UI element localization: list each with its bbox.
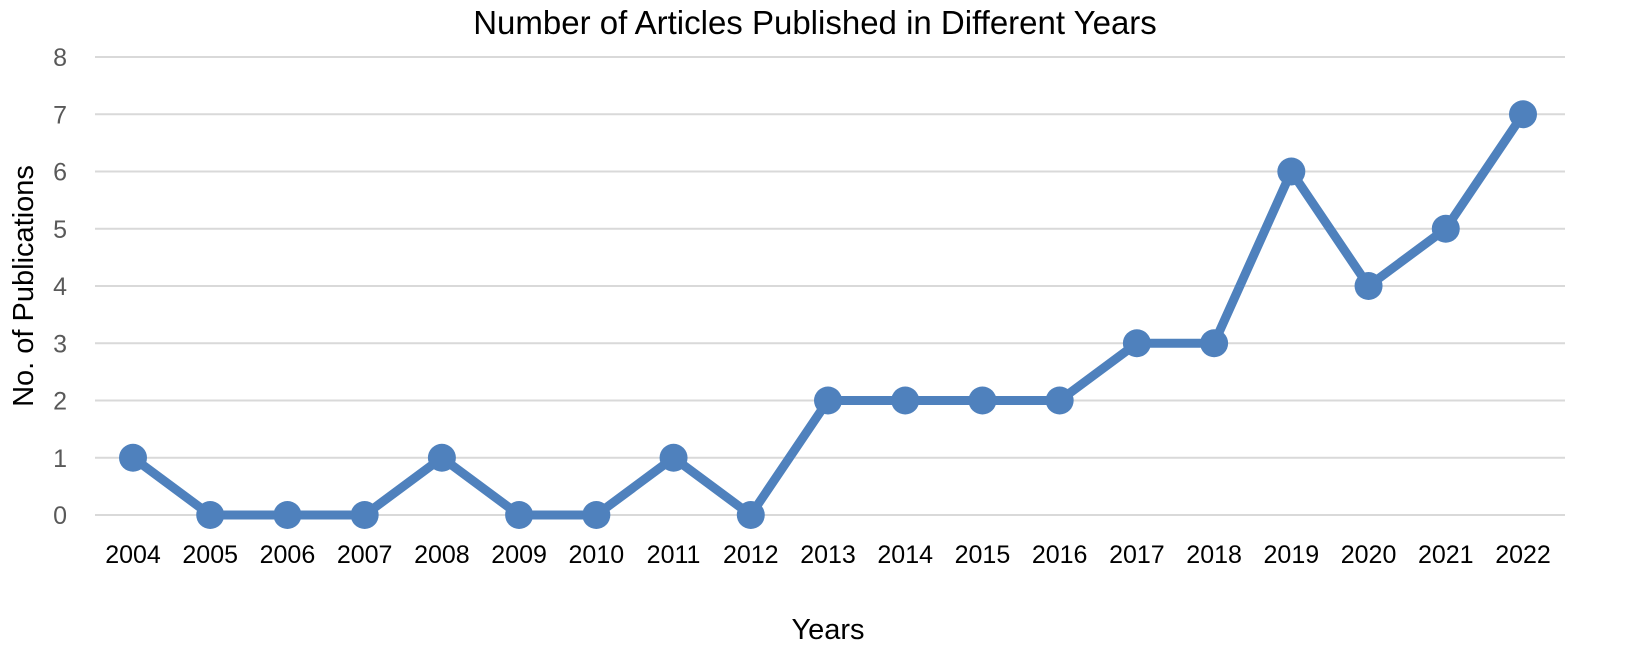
data-point bbox=[891, 386, 920, 415]
data-point bbox=[814, 386, 842, 415]
data-point bbox=[1354, 272, 1383, 300]
x-tick-label: 2006 bbox=[260, 541, 316, 569]
series-line bbox=[128, 109, 1528, 520]
series-layer bbox=[119, 100, 1537, 529]
y-tick-label: 3 bbox=[53, 330, 67, 358]
y-tick-label: 8 bbox=[53, 44, 67, 72]
data-point bbox=[1277, 157, 1306, 186]
y-tick-label: 1 bbox=[53, 445, 67, 473]
y-tick-label: 7 bbox=[53, 101, 67, 129]
x-tick-label: 2005 bbox=[182, 541, 238, 569]
y-tick-label: 0 bbox=[53, 502, 67, 530]
data-point bbox=[1045, 386, 1074, 415]
x-tick-label: 2008 bbox=[414, 541, 470, 569]
data-point bbox=[968, 386, 997, 415]
y-tick-label: 2 bbox=[53, 388, 67, 416]
y-tick-label: 5 bbox=[53, 216, 67, 244]
chart-title: Number of Articles Published in Differen… bbox=[473, 4, 1157, 41]
y-axis-ticks: 0 1 2 3 4 5 6 7 8 bbox=[53, 44, 67, 530]
x-tick-label: 2010 bbox=[569, 541, 625, 569]
x-tick-label: 2004 bbox=[105, 541, 161, 569]
data-point bbox=[273, 501, 302, 529]
x-tick-label: 2013 bbox=[800, 541, 856, 569]
data-point bbox=[1200, 329, 1229, 358]
data-point bbox=[1431, 214, 1460, 243]
x-tick-label: 2012 bbox=[723, 541, 779, 569]
x-tick-label: 2014 bbox=[877, 541, 933, 569]
gridlines bbox=[95, 56, 1565, 516]
y-tick-label: 6 bbox=[53, 159, 67, 187]
data-point bbox=[1509, 100, 1537, 129]
x-tick-label: 2011 bbox=[647, 541, 701, 569]
data-point bbox=[582, 501, 611, 529]
y-tick-label: 4 bbox=[53, 273, 67, 301]
data-point bbox=[659, 443, 688, 472]
data-point bbox=[736, 501, 765, 529]
x-tick-label: 2009 bbox=[491, 541, 547, 569]
x-tick-label: 2016 bbox=[1032, 541, 1088, 569]
x-tick-label: 2019 bbox=[1264, 541, 1320, 569]
x-axis-title: Years bbox=[791, 614, 864, 646]
x-tick-label: 2020 bbox=[1341, 541, 1397, 569]
x-tick-label: 2017 bbox=[1109, 541, 1165, 569]
y-axis-title: No. of Publications bbox=[8, 165, 40, 407]
data-point bbox=[119, 443, 147, 472]
data-point bbox=[196, 501, 225, 529]
data-point bbox=[427, 443, 456, 472]
x-tick-label: 2018 bbox=[1186, 541, 1242, 569]
x-axis-ticks: 2004 2005 2006 2007 2008 2009 2010 2011 2012 2013… bbox=[105, 541, 1551, 569]
x-tick-label: 2022 bbox=[1495, 541, 1551, 569]
data-point bbox=[1122, 329, 1151, 358]
data-point bbox=[505, 501, 534, 529]
x-tick-label: 2021 bbox=[1418, 541, 1474, 569]
data-point bbox=[350, 501, 379, 529]
x-tick-label: 2015 bbox=[955, 541, 1011, 569]
x-tick-label: 2007 bbox=[337, 541, 393, 569]
